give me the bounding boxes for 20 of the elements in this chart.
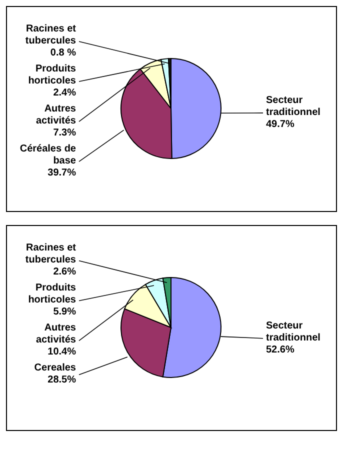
slice-label: Céréales de base — [20, 144, 76, 167]
slice-label: Secteur traditionnel — [266, 94, 321, 118]
data-label: 2.6% — [53, 266, 76, 278]
data-label: 49.7% — [266, 118, 294, 130]
slice-label: Produits horticoles — [28, 64, 76, 87]
slice-label: Autres activités — [36, 322, 76, 346]
data-label: 5.9% — [53, 306, 76, 318]
data-label: 0.8 % — [50, 48, 76, 59]
data-label: 28.5% — [48, 374, 76, 386]
slice-label: Racines et tubercules — [25, 242, 77, 266]
slice-label: Autres activités — [36, 104, 76, 127]
slice-label: Cereales — [34, 362, 76, 374]
data-label: 10.4% — [48, 346, 76, 358]
slice-label: Secteur traditionnel — [266, 320, 321, 344]
slice-label: Produits horticoles — [28, 282, 76, 306]
data-label: 2.4% — [53, 88, 76, 99]
data-label: 52.6% — [266, 344, 294, 356]
data-label: 39.7% — [48, 168, 76, 179]
slice-label: Racines et tubercules — [25, 24, 77, 47]
data-label: 7.3% — [53, 128, 76, 139]
